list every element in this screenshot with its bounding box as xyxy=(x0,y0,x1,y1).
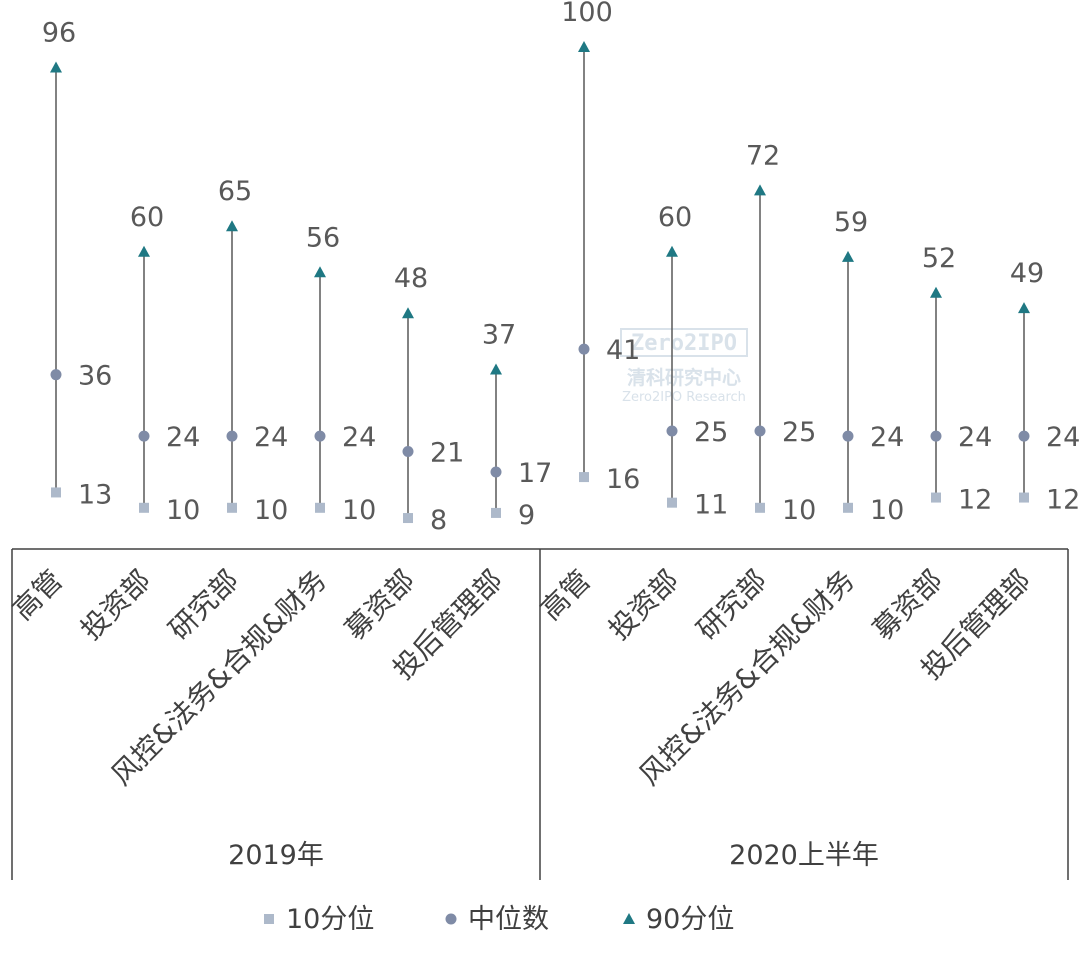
p10-label: 11 xyxy=(694,490,728,521)
p10-label: 12 xyxy=(958,485,992,516)
watermark: Zero2IPO 清科研究中心 Zero2IPO Research xyxy=(620,328,748,405)
legend-label: 10分位 xyxy=(286,904,374,935)
legend-marker xyxy=(264,914,274,924)
p10-label: 16 xyxy=(606,464,640,495)
p10-label: 10 xyxy=(254,495,288,526)
group-label-2020h1: 2020上半年 xyxy=(729,840,879,871)
median-label: 24 xyxy=(958,422,992,453)
p90-marker xyxy=(50,61,62,73)
median-marker xyxy=(1018,430,1030,442)
p90-marker xyxy=(930,286,942,298)
median-label: 36 xyxy=(78,361,112,392)
p90-marker xyxy=(666,245,678,257)
legend-label: 中位数 xyxy=(468,904,549,935)
p10-marker xyxy=(491,507,501,518)
category-label: 高管 xyxy=(6,564,69,627)
median-marker xyxy=(578,343,590,355)
p10-marker xyxy=(843,502,853,513)
median-label: 24 xyxy=(342,422,376,453)
p10-marker xyxy=(931,492,941,503)
p90-marker xyxy=(578,41,590,52)
p10-marker xyxy=(579,472,589,483)
p10-marker xyxy=(667,497,677,508)
median-marker xyxy=(842,430,854,442)
p10-marker xyxy=(139,502,149,513)
p90-marker xyxy=(314,266,326,278)
p10-label: 10 xyxy=(782,495,816,526)
category-label: 募资部 xyxy=(866,564,949,647)
p90-label: 37 xyxy=(482,320,516,351)
p90-marker xyxy=(842,250,854,262)
category-label: 研究部 xyxy=(690,564,773,647)
category-label: 研究部 xyxy=(162,564,245,647)
p10-label: 10 xyxy=(342,495,376,526)
p10-marker xyxy=(755,502,765,513)
p90-label: 48 xyxy=(394,263,428,294)
median-label: 17 xyxy=(518,458,552,489)
median-marker xyxy=(314,430,326,442)
category-label: 投资部 xyxy=(74,564,157,647)
legend: 10分位 中位数 90分位 xyxy=(264,904,734,935)
median-marker xyxy=(930,430,942,442)
legend-label: 90分位 xyxy=(646,904,734,935)
category-label: 高管 xyxy=(534,564,597,627)
category-label: 投资部 xyxy=(602,564,685,647)
p90-label: 100 xyxy=(561,0,613,28)
watermark-brand: Zero2IPO xyxy=(631,331,737,356)
watermark-en: Zero2IPO Research xyxy=(622,390,746,405)
p10-marker xyxy=(51,487,61,498)
p90-label: 59 xyxy=(834,207,868,238)
p90-label: 65 xyxy=(218,176,252,207)
median-label: 25 xyxy=(694,417,728,448)
median-marker xyxy=(490,466,502,478)
p10-label: 12 xyxy=(1046,485,1080,516)
p90-marker xyxy=(138,245,150,257)
group-label-2019: 2019年 xyxy=(228,840,324,871)
median-marker xyxy=(226,430,238,442)
p10-marker xyxy=(315,502,325,513)
p90-marker xyxy=(754,184,766,196)
p90-label: 96 xyxy=(42,17,76,48)
p10-label: 8 xyxy=(430,505,447,536)
watermark-cn: 清科研究中心 xyxy=(627,366,741,389)
p90-label: 72 xyxy=(746,140,780,171)
p10-marker xyxy=(403,513,413,524)
median-label: 24 xyxy=(254,422,288,453)
median-label: 41 xyxy=(606,335,640,366)
median-marker xyxy=(138,430,150,442)
p10-label: 10 xyxy=(166,495,200,526)
p90-marker xyxy=(402,307,414,319)
plot-area: 96 36 13 60 24 10 65 24 10 56 24 10 48 21 8 37 17 9 100 41 1… xyxy=(42,0,1080,536)
p90-marker xyxy=(1018,302,1030,314)
p90-label: 56 xyxy=(306,222,340,253)
p90-label: 52 xyxy=(922,243,956,274)
median-marker xyxy=(50,369,62,381)
median-marker xyxy=(666,425,678,437)
p90-label: 49 xyxy=(1010,258,1044,289)
p10-label: 13 xyxy=(78,479,112,510)
median-label: 25 xyxy=(782,417,816,448)
median-label: 24 xyxy=(166,422,200,453)
p10-marker xyxy=(227,502,237,513)
p10-label: 9 xyxy=(518,500,535,531)
p10-marker xyxy=(1019,492,1029,503)
p10-label: 10 xyxy=(870,495,904,526)
median-marker xyxy=(754,425,766,437)
p90-label: 60 xyxy=(658,202,692,233)
legend-marker xyxy=(623,913,635,924)
p90-label: 60 xyxy=(130,202,164,233)
median-label: 24 xyxy=(1046,422,1080,453)
median-label: 24 xyxy=(870,422,904,453)
median-marker xyxy=(402,445,414,457)
p90-marker xyxy=(226,220,238,232)
median-label: 21 xyxy=(430,437,464,468)
category-label: 募资部 xyxy=(338,564,421,647)
p90-marker xyxy=(490,363,502,375)
legend-marker xyxy=(445,913,457,925)
